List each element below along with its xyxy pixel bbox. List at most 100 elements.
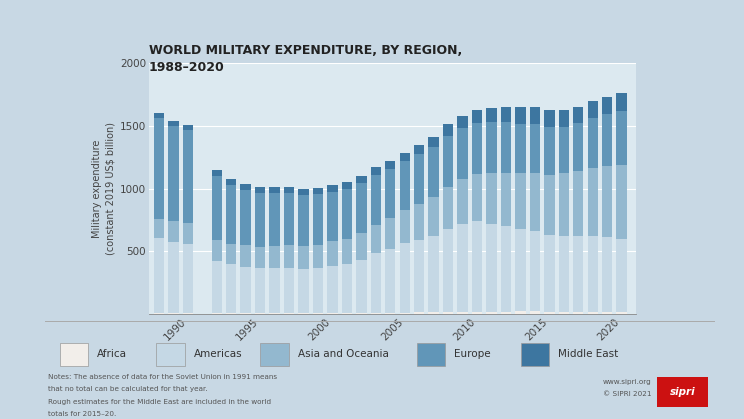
Bar xyxy=(544,110,554,127)
Bar xyxy=(182,124,193,130)
Bar xyxy=(168,121,179,126)
Text: Notes: The absence of data for the Soviet Union in 1991 means: Notes: The absence of data for the Sovie… xyxy=(48,374,278,380)
Bar xyxy=(255,268,266,313)
Bar xyxy=(573,107,583,123)
Bar xyxy=(312,194,323,245)
Bar xyxy=(371,175,381,225)
Bar xyxy=(327,241,338,266)
Bar xyxy=(284,313,295,314)
Bar xyxy=(414,154,424,204)
Text: that no total can be calculated for that year.: that no total can be calculated for that… xyxy=(48,386,208,392)
Bar xyxy=(312,188,323,194)
Bar xyxy=(240,267,251,313)
Text: Africa: Africa xyxy=(97,349,126,359)
Bar xyxy=(400,153,410,161)
Bar xyxy=(240,313,251,314)
Bar xyxy=(573,236,583,312)
Bar xyxy=(501,173,511,226)
Bar xyxy=(226,243,237,264)
Bar xyxy=(472,221,482,312)
Bar xyxy=(487,108,497,122)
Bar xyxy=(341,264,352,313)
Bar xyxy=(544,235,554,312)
Bar xyxy=(429,137,439,147)
Bar xyxy=(400,243,410,313)
Bar xyxy=(298,246,309,269)
Bar xyxy=(458,128,468,179)
Bar xyxy=(211,313,222,314)
Bar xyxy=(487,224,497,312)
Bar xyxy=(154,114,164,119)
Bar xyxy=(530,311,540,314)
Bar xyxy=(443,124,453,135)
Bar xyxy=(356,259,367,313)
Bar xyxy=(602,96,612,114)
Bar xyxy=(168,222,179,242)
Bar xyxy=(371,253,381,313)
Bar xyxy=(573,312,583,314)
Bar xyxy=(154,313,164,314)
Bar xyxy=(559,127,569,173)
Bar xyxy=(544,175,554,235)
Bar xyxy=(226,179,237,184)
Bar xyxy=(255,187,266,193)
Bar xyxy=(472,312,482,314)
Bar xyxy=(298,269,309,313)
Text: Americas: Americas xyxy=(193,349,242,359)
Bar xyxy=(472,123,482,174)
Bar xyxy=(602,114,612,166)
Bar xyxy=(559,173,569,236)
Bar xyxy=(602,312,612,314)
Bar xyxy=(240,184,251,189)
Bar xyxy=(429,313,439,314)
Bar xyxy=(458,179,468,224)
Bar xyxy=(312,268,323,313)
Bar xyxy=(327,185,338,192)
Bar xyxy=(400,161,410,210)
Bar xyxy=(414,313,424,314)
Bar xyxy=(443,187,453,229)
Bar xyxy=(211,176,222,240)
Bar xyxy=(269,193,280,246)
Bar xyxy=(341,313,352,314)
Bar xyxy=(472,174,482,221)
Bar xyxy=(516,228,526,311)
Bar xyxy=(602,166,612,237)
Bar xyxy=(269,268,280,313)
Bar xyxy=(154,238,164,313)
Bar xyxy=(298,189,309,195)
Bar xyxy=(298,195,309,246)
Bar xyxy=(356,183,367,233)
Bar xyxy=(443,229,453,312)
Bar xyxy=(472,110,482,123)
Bar xyxy=(240,246,251,267)
Bar xyxy=(588,101,598,118)
Text: WORLD MILITARY EXPENDITURE, BY REGION,: WORLD MILITARY EXPENDITURE, BY REGION, xyxy=(149,44,462,57)
Bar xyxy=(226,184,237,243)
Bar xyxy=(211,170,222,176)
Bar xyxy=(385,218,396,248)
Bar xyxy=(458,224,468,312)
Bar xyxy=(530,107,540,124)
Bar xyxy=(269,187,280,193)
Bar xyxy=(341,189,352,239)
Text: Asia and Oceania: Asia and Oceania xyxy=(298,349,388,359)
Bar xyxy=(588,168,598,236)
Bar xyxy=(168,242,179,313)
Bar xyxy=(284,193,295,246)
Bar xyxy=(385,169,396,218)
Bar xyxy=(240,189,251,246)
Bar xyxy=(255,247,266,268)
Bar xyxy=(182,130,193,223)
Bar xyxy=(154,119,164,219)
Text: 1988–2020: 1988–2020 xyxy=(149,61,225,74)
Bar xyxy=(429,147,439,197)
Bar xyxy=(182,244,193,313)
Bar xyxy=(544,312,554,314)
Bar xyxy=(356,233,367,259)
Bar xyxy=(356,313,367,314)
Bar xyxy=(371,313,381,314)
Bar xyxy=(385,161,396,169)
Bar xyxy=(559,236,569,312)
Bar xyxy=(255,313,266,314)
